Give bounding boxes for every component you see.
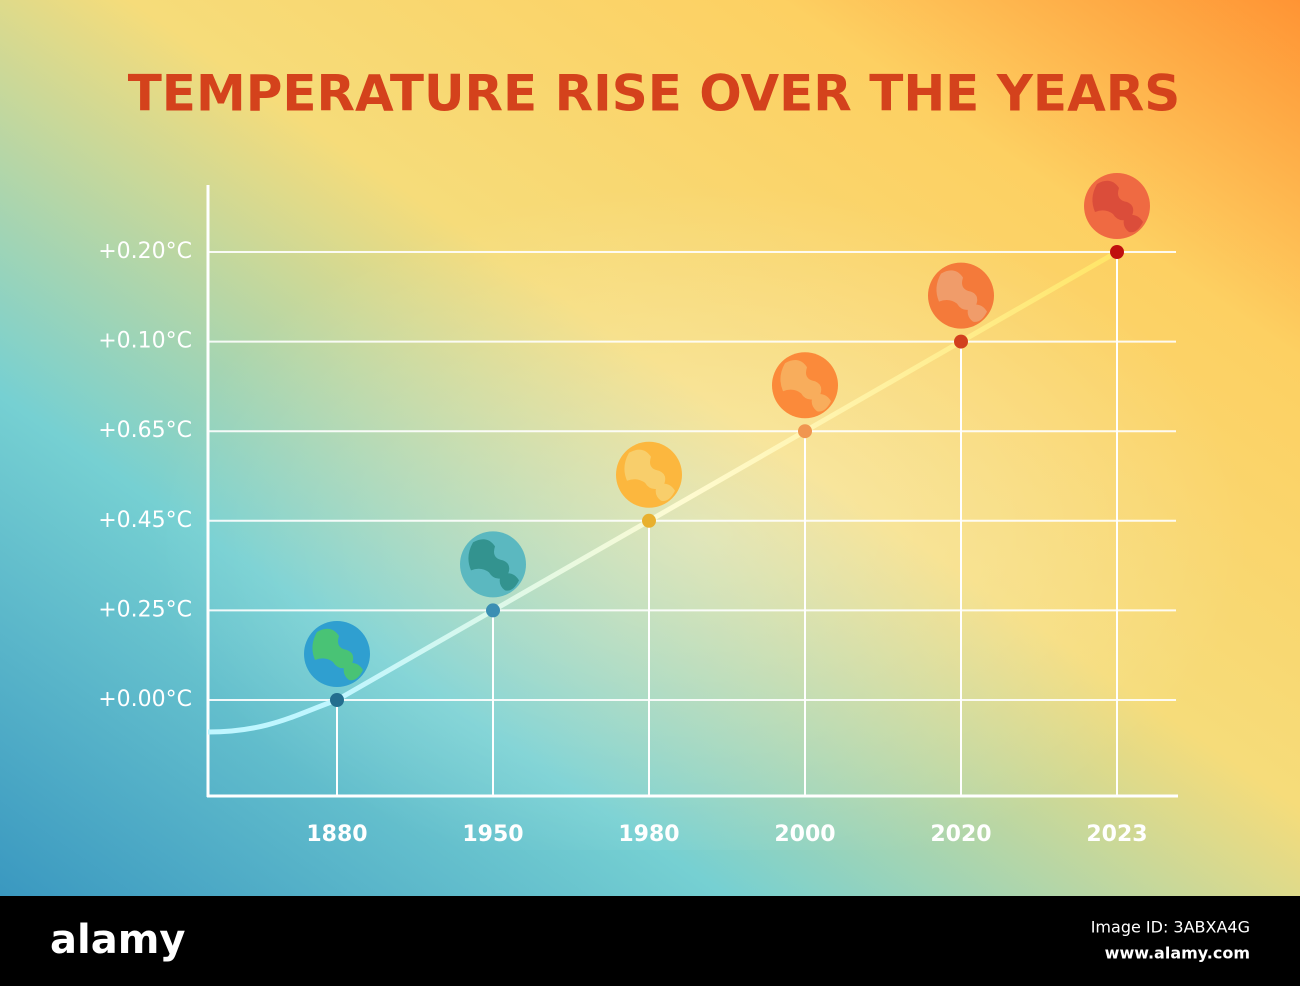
- x-tick-label: 2020: [930, 822, 991, 847]
- globe-land: [936, 270, 987, 322]
- point: [1110, 245, 1124, 259]
- plot: +0.00°C +0.25°C +0.45°C +0.65°C +0.10°C +0.20…: [98, 173, 1176, 847]
- globe-land: [780, 360, 831, 412]
- x-tick-label: 1980: [618, 822, 679, 847]
- x-tick-label: 1950: [462, 822, 523, 847]
- globe-land: [1092, 180, 1143, 233]
- footer-image-id: Image ID: 3ABXA4G: [1091, 918, 1250, 937]
- y-tick-label: +0.45°C: [98, 508, 192, 533]
- y-tick-label: +0.00°C: [98, 687, 192, 712]
- point: [642, 513, 656, 528]
- globe-land: [312, 628, 363, 681]
- line: [334, 249, 1120, 703]
- line-lead: [207, 697, 338, 735]
- footer-bar: [0, 896, 1300, 986]
- footer-brand: alamy: [50, 917, 185, 963]
- y-tick-label: +0.10°C: [98, 329, 192, 354]
- y-tick-label: +0.20°C: [98, 239, 192, 264]
- background-glow: [150, 150, 1250, 850]
- x-tick-label: 1880: [306, 822, 367, 847]
- x-tick-label: 2023: [1086, 822, 1147, 847]
- point: [798, 424, 812, 439]
- globe-land: [624, 449, 675, 502]
- footer-url: www.alamy.com: [1105, 944, 1250, 963]
- globe-land: [468, 539, 519, 591]
- x-tick-label: 2000: [774, 822, 835, 847]
- point: [330, 693, 344, 707]
- point: [954, 334, 968, 349]
- point: [486, 603, 500, 618]
- y-tick-label: +0.65°C: [98, 418, 192, 443]
- y-tick-label: +0.25°C: [98, 597, 192, 622]
- chart-title: TEMPERATURE RISE OVER THE YEARS: [128, 65, 1181, 123]
